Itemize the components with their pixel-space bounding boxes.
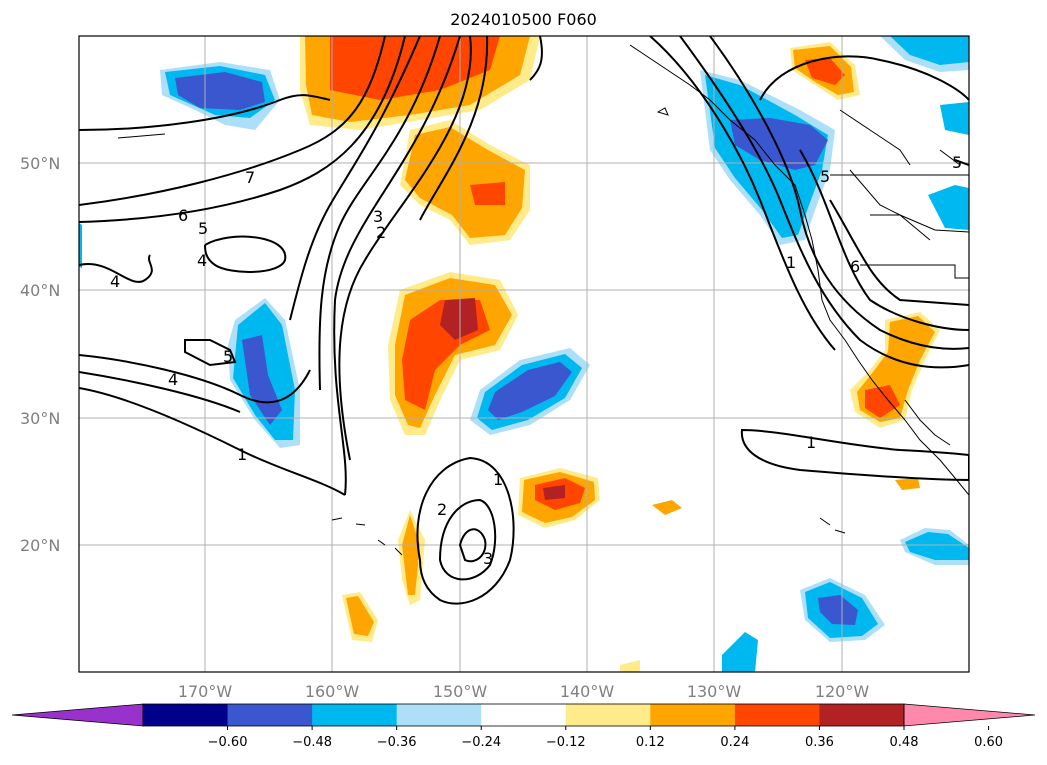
lat-label: 40°N [20,281,60,300]
coastlines [117,44,969,556]
colorbar-segment [734,704,820,726]
lat-label: 30°N [20,409,60,428]
colorbar-segment [650,704,736,726]
lon-label: 170°W [178,682,233,701]
lon-label: 160°W [305,682,360,701]
shaded-anomalies [79,36,969,672]
lon-label: 150°W [433,682,488,701]
colorbar-segment [227,704,313,726]
colorbar-segment [565,704,651,726]
colorbar-tick-label: −0.60 [208,735,248,750]
colorbar-extend-high [903,703,1036,727]
lat-label: 50°N [20,154,60,173]
lon-label: 120°W [815,682,870,701]
colorbar-tick-label: 0.60 [974,735,1003,750]
contour-label: 6 [850,257,860,276]
contour-label: 1 [493,470,503,489]
lon-label: 140°W [560,682,615,701]
colorbar-segment [143,704,229,726]
colorbar-segment [396,704,482,726]
latitude-labels: 50°N 40°N 30°N 20°N [20,154,60,555]
colorbar-tick-label: 0.36 [805,735,834,750]
colorbar-segment [481,704,567,726]
lat-label: 20°N [20,536,60,555]
contour-label: 5 [952,153,962,172]
colorbar-tick-label: 0.12 [636,735,665,750]
contour-label: 5 [820,167,830,186]
colorbar-tick-label: −0.12 [546,735,586,750]
contour-label: 5 [198,219,208,238]
contour-label: 5 [223,347,233,366]
contour-label: 3 [373,207,383,226]
contour-label: 7 [245,168,255,187]
contour-label: 3 [483,549,493,568]
contour-label: 4 [110,272,120,291]
colorbar-outline [142,703,905,727]
contour-label: 4 [197,251,207,270]
map-area [79,36,969,672]
colorbar-extend-low [11,703,144,727]
contour-label: 2 [437,500,447,519]
lon-label: 130°W [687,682,742,701]
map-frame [78,35,970,673]
contour-label: 6 [178,206,188,225]
contours [79,36,969,605]
contour-label: 1 [806,433,816,452]
colorbar-tick-label: 0.48 [890,735,919,750]
contour-label: 1 [786,253,796,272]
contour-label: 2 [376,223,386,242]
colorbar-tick-label: −0.24 [461,735,501,750]
colorbar-tick-label: 0.24 [720,735,749,750]
longitude-labels: 170°W 160°W 150°W 140°W 130°W 120°W [178,682,870,701]
contour-label: 1 [237,445,247,464]
colorbar-tick-label: −0.48 [292,735,332,750]
colorbar-segment [819,704,905,726]
contour-label: 4 [168,370,178,389]
colorbar-segment [312,704,398,726]
gridlines [79,36,969,672]
colorbar: −0.60 −0.48 −0.36 −0.24 −0.12 0.12 0.24 0.36 0.4… [11,703,1036,750]
contour-labels: 7 6 5 4 4 4 5 3 2 1 1 2 3 1 5 6 1 5 [110,153,962,568]
map-title: 2024010500 F060 [450,10,597,29]
colorbar-tick-label: −0.36 [377,735,417,750]
